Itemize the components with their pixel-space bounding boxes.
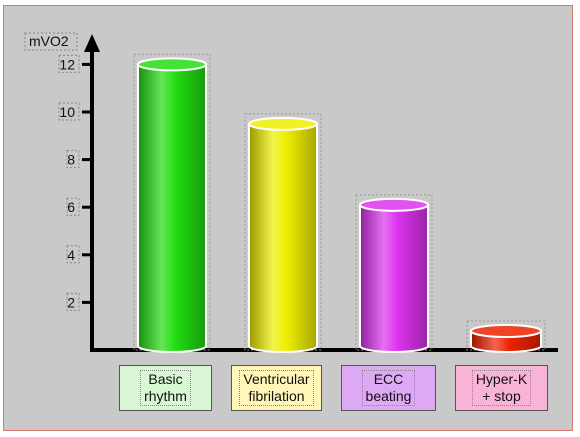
y-tick-label-box-2 xyxy=(66,292,80,311)
y-tick-label-box-8 xyxy=(66,150,80,169)
y-axis-label-box xyxy=(24,32,78,51)
y-axis-label: mVO2 xyxy=(29,33,69,49)
bar-2-top xyxy=(248,116,318,131)
category-label-text: Ventricular fibrilation xyxy=(239,370,314,406)
bar-4-top xyxy=(470,323,542,338)
y-tick-label-8: 8 xyxy=(67,152,75,168)
y-tick-label-10: 10 xyxy=(59,104,75,120)
category-label-text: ECC beating xyxy=(361,370,416,406)
bar-3-body xyxy=(359,203,429,353)
bar-4-selection xyxy=(466,320,546,351)
y-tick-label-box-4 xyxy=(66,245,80,264)
category-label-text: Hyper-K + stop xyxy=(471,370,532,406)
y-tick-label-box-12 xyxy=(58,54,80,73)
bar-3 xyxy=(355,194,433,353)
category-label-1: Basic rhythm xyxy=(119,365,212,411)
category-label-text: Basic rhythm xyxy=(140,370,191,406)
bar-1-top xyxy=(137,57,207,72)
category-label-3: ECC beating xyxy=(341,365,436,411)
bar-2 xyxy=(244,113,322,353)
y-tick-label-box-10 xyxy=(58,102,80,121)
bar-2-selection xyxy=(244,113,322,351)
y-tick-label-2: 2 xyxy=(67,294,75,310)
bar-3-top xyxy=(359,197,429,212)
bar-1 xyxy=(133,53,211,353)
bar-2-body xyxy=(248,122,318,353)
y-tick-label-6: 6 xyxy=(67,199,75,215)
y-tick-label-box-6 xyxy=(66,197,80,216)
y-tick-label-4: 4 xyxy=(67,247,75,263)
y-axis-arrow xyxy=(84,34,100,52)
bar-4 xyxy=(466,320,546,353)
y-tick-label-12: 12 xyxy=(59,56,75,72)
category-label-2: Ventricular fibrilation xyxy=(231,365,322,411)
category-label-4: Hyper-K + stop xyxy=(455,365,548,411)
bar-1-body xyxy=(137,63,207,353)
